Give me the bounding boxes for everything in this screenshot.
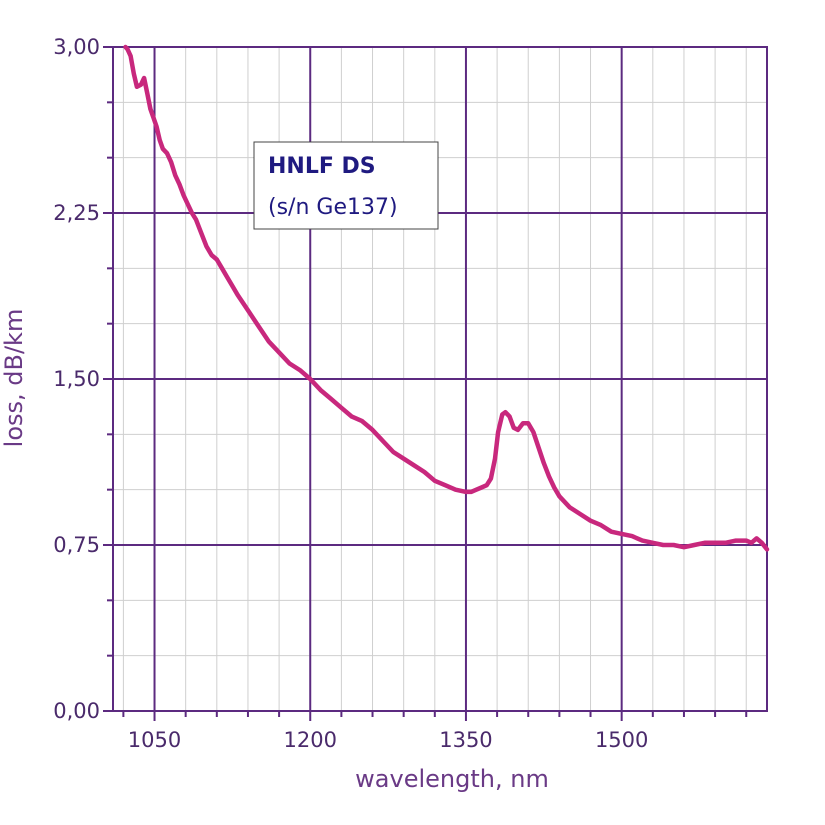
x-tick-label: 1500 (595, 728, 648, 752)
axis-ticks (103, 46, 748, 721)
y-tick-label: 0,75 (53, 533, 100, 557)
y-tick-label: 3,00 (53, 35, 100, 59)
legend-subtitle: (s/n Ge137) (268, 195, 398, 220)
y-tick-labels: 0,00 0,75 1,50 2,25 3,00 (53, 35, 100, 723)
loss-series-line (123, 44, 770, 552)
x-axis-title: wavelength, nm (355, 765, 549, 793)
x-tick-labels: 1050 1200 1350 1500 (128, 728, 649, 752)
legend-title: HNLF DS (268, 154, 376, 179)
y-tick-label: 1,50 (53, 367, 100, 391)
series-layer (123, 44, 770, 552)
x-tick-label: 1350 (439, 728, 492, 752)
x-tick-label: 1050 (128, 728, 181, 752)
legend-box: HNLF DS (s/n Ge137) (253, 141, 439, 230)
y-tick-label: 0,00 (53, 699, 100, 723)
x-tick-label: 1200 (284, 728, 337, 752)
y-axis-title: loss, dB/km (0, 309, 28, 448)
y-tick-label: 2,25 (53, 201, 100, 225)
legend-frame (253, 141, 439, 230)
